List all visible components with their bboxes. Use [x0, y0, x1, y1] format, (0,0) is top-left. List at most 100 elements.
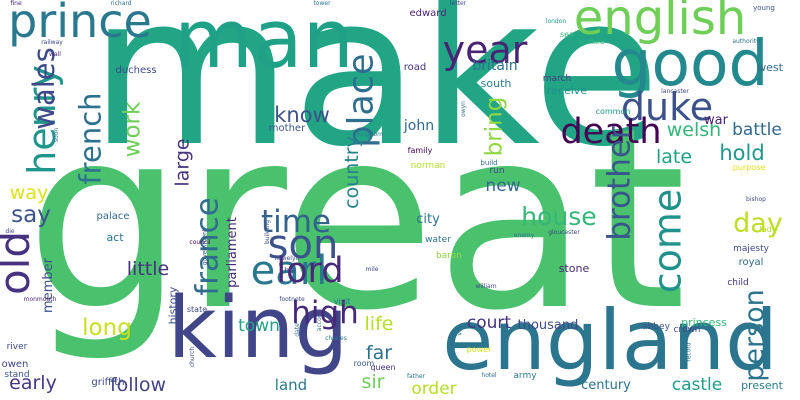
word-battle: battle [732, 119, 782, 140]
word-duke: duke [620, 85, 714, 129]
word-war: war [704, 112, 728, 128]
word-kingdom: kingdom [356, 131, 384, 138]
word-palace: palace [96, 211, 130, 222]
word-britain: britain [472, 58, 518, 74]
word-act: act [106, 230, 124, 244]
word-edward: edward [409, 8, 447, 19]
word-crown: crown [673, 324, 701, 335]
word-soon: soon [53, 127, 60, 143]
word-work: work [119, 101, 146, 157]
word-long: long [82, 314, 132, 341]
word-early: early [9, 371, 57, 394]
word-large: large [171, 137, 194, 187]
word-wall: wall [49, 51, 61, 58]
word-late: late [655, 145, 693, 168]
word-room: room [353, 359, 375, 368]
word-enemy: enemy [513, 232, 535, 239]
word-new: new [485, 175, 521, 196]
word-church: church [189, 346, 196, 368]
word-day: day [733, 207, 783, 239]
word-bring: bring [481, 96, 508, 156]
word-accor: accor [315, 314, 323, 332]
word-sea: sea [560, 30, 574, 39]
word-stand: stand [4, 369, 30, 380]
word-power: power [466, 345, 492, 354]
word-wales: wales [26, 46, 61, 130]
word-family: family [407, 146, 433, 155]
word-court: court [466, 312, 512, 333]
word-duchess: duchess [115, 65, 157, 76]
word-father: father [406, 373, 426, 380]
word-great: great [25, 74, 687, 365]
word-road: road [403, 62, 427, 73]
word-time: time [260, 203, 332, 240]
word-die: die [5, 228, 15, 235]
word-hold: hold [719, 140, 765, 165]
word-purpose: purpose [732, 163, 766, 172]
word-abbey: abbey [642, 321, 670, 332]
word-make: make [89, 0, 661, 193]
word-building: building [263, 219, 271, 245]
word-french: french [73, 91, 108, 185]
word-baron: baron [436, 250, 462, 261]
word-earl: earl [250, 248, 328, 294]
word-railway: railway [41, 39, 63, 46]
word-brother: brother [601, 125, 638, 241]
word-visit: visit [333, 297, 351, 306]
word-lord: lord [276, 250, 344, 291]
word-scotland: scotland [579, 39, 605, 46]
word-letter: letter [449, 0, 467, 7]
word-owen: owen [1, 359, 29, 370]
word-follow: follow [109, 373, 167, 396]
word-present: present [741, 378, 783, 392]
word-princess: princess [681, 315, 727, 329]
word-date: date [294, 323, 301, 337]
word-mother: mother [268, 123, 306, 134]
word-death: death [560, 111, 662, 152]
word-hotel: hotel [481, 372, 497, 379]
word-government: government [200, 228, 208, 266]
word-south: south [480, 76, 512, 90]
word-hill: hill [284, 266, 296, 275]
word-william: william [475, 283, 497, 290]
word-history: history [166, 286, 180, 324]
word-england: england [442, 291, 778, 389]
word-welsh: welsh [666, 118, 722, 141]
word-son: son [267, 222, 339, 268]
word-norman: norman [410, 160, 446, 171]
word-life: life [364, 312, 394, 335]
word-little: little [126, 257, 170, 280]
word-griffith: griffith [91, 377, 125, 388]
word-say: say [11, 201, 51, 228]
word-city: city [416, 211, 440, 227]
word-high: high [291, 294, 359, 331]
word-mile: mile [365, 266, 379, 273]
word-march: march [542, 73, 572, 84]
word-year: year [442, 28, 528, 72]
word-way: way [9, 181, 49, 204]
word-member: member [40, 257, 56, 313]
word-young: young [753, 3, 775, 12]
word-sir: sir [361, 370, 385, 393]
word-authority: authority [732, 38, 760, 45]
word-richard: richard [110, 0, 132, 7]
word-river: river [6, 341, 28, 352]
word-monmouth: monmouth [23, 296, 57, 303]
word-london: london [545, 18, 567, 25]
word-far: far [365, 341, 393, 364]
word-record: record [685, 342, 693, 362]
word-english: english [573, 0, 747, 46]
word-bishop: bishop [746, 196, 766, 203]
word-water: water [425, 234, 451, 245]
word-queen: queen [370, 363, 396, 372]
word-run: run [489, 165, 505, 176]
word-tower: tower [313, 0, 331, 7]
word-majesty: majesty [733, 243, 769, 254]
word-king: king [167, 278, 349, 378]
word-council: council [189, 239, 211, 246]
word-country: country [340, 135, 363, 209]
word-fine: fine [10, 0, 22, 7]
word-prince: prince [8, 0, 152, 48]
word-house: house [521, 201, 597, 231]
